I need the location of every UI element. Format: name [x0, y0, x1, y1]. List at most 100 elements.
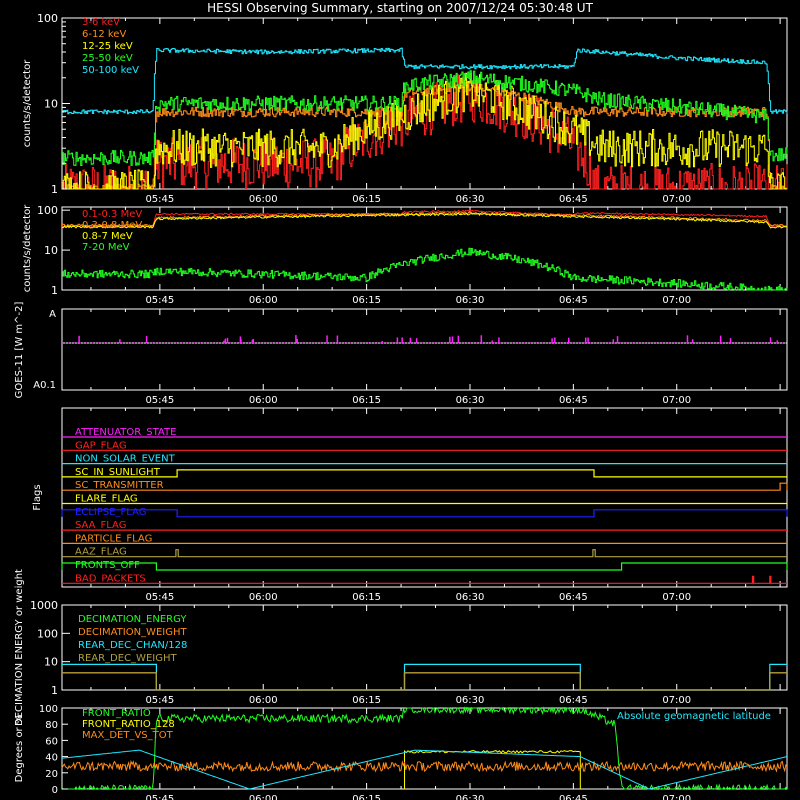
legend-front-ratio-128: FRONT_RATIO_128: [82, 719, 175, 730]
legend-max-det-vs-tot: MAX_DET_VS_TOT: [82, 730, 174, 741]
lightcurve-y-tick-label: 10: [44, 98, 58, 111]
goes-panel-x-tick-label: 06:30: [456, 395, 485, 406]
high-energy-y-tick-label: 100: [37, 204, 58, 217]
goes-y-axis-label: GOES-11 [W m^-2]: [14, 302, 25, 399]
legend-0-8-7-mev: 0.8-7 MeV: [82, 231, 133, 242]
ratio-y-axis-label: Degrees or %: [14, 715, 25, 783]
decimation-y-tick-label: 100: [37, 627, 58, 640]
decimation-y-tick-label: 10: [44, 656, 58, 669]
flag-label-non-solar-event: NON_SOLAR_EVENT: [75, 454, 176, 465]
ratio-y-tick-label: 80: [45, 720, 58, 731]
series-0-8-7-mev-line: [61, 212, 787, 229]
flags-panel-x-tick-label: 06:45: [559, 592, 588, 603]
legend-decimation-energy: DECIMATION_ENERGY: [78, 614, 187, 625]
flag-label-fronts-off: FRONTS_OFF: [75, 560, 140, 571]
legend-3-6-kev: 3-6 keV: [82, 17, 120, 28]
decimation-panel-x-tick-label: 06:30: [456, 695, 485, 706]
ratio-y-tick-label: 40: [45, 753, 58, 764]
ratio-panel-x-tick-label: 05:45: [145, 794, 174, 800]
high-energy-y-tick-label: 10: [44, 244, 58, 257]
flags-panel-x-tick-label: 06:00: [249, 592, 278, 603]
flag-label-sc-in-sunlight: SC_IN_SUNLIGHT: [75, 467, 161, 478]
flag-trace-aaz-flag: [62, 549, 787, 558]
ratio-panel-x-tick-label: 06:15: [352, 794, 381, 800]
ratio-y-tick-label: 60: [45, 736, 58, 747]
flag-label-eclipse-flag: ECLIPSE_FLAG: [75, 507, 146, 518]
flag-trace-fronts-off: [61, 562, 788, 571]
series-absolute-geomagnetic-latitude-line: [61, 749, 788, 790]
legend-decimation-weight: DECIMATION_WEIGHT: [78, 627, 187, 638]
flag-label-attenuator-state: ATTENUATOR_STATE: [75, 427, 176, 438]
goes-panel-frame: [61, 308, 788, 391]
series-max-det-vs-tot-line: [61, 759, 788, 773]
legend-front-ratio: FRONT_RATIO: [82, 708, 151, 719]
flag-trace-sc-transmitter: [62, 482, 788, 491]
legend-rear-dec-chan-128: REAR_DEC_CHAN/128: [78, 640, 187, 651]
ratio-panel-frame: [61, 707, 788, 790]
flag-trace-sc-in-sunlight: [62, 469, 787, 478]
flag-trace-eclipse-flag: [61, 509, 788, 518]
legend-25-50-kev: 25-50 keV: [82, 53, 133, 64]
goes-panel-x-tick-label: 05:45: [145, 395, 174, 406]
ratio-panel-x-tick-label: 06:00: [249, 794, 278, 800]
flags-panel-x-tick-label: 06:30: [456, 592, 485, 603]
figure-title: HESSI Observing Summary, starting on 200…: [207, 1, 593, 15]
flags-y-axis-label: Flags: [32, 484, 43, 510]
decimation-y-axis-label: DECIMATION ENERGY or weight: [14, 569, 25, 726]
lightcurve-panel-x-tick-label: 06:45: [559, 194, 588, 205]
legend-7-20-mev: 7-20 MeV: [82, 242, 130, 253]
flag-trace-bad-packets: [62, 575, 787, 584]
flag-label-gap-flag: GAP_FLAG: [75, 440, 127, 451]
legend-rear-dec-weight: REAR_DEC_WEIGHT: [78, 653, 177, 664]
flag-label-saa-flag: SAA_FLAG: [75, 520, 126, 531]
legend-geomagnetic-latitude: Absolute geomagnetic latitude: [617, 711, 771, 722]
high-energy-panel-x-tick-label: 06:30: [456, 295, 485, 306]
lightcurve-panel-x-tick-label: 06:30: [456, 194, 485, 205]
lightcurve-panel-x-tick-label: 05:45: [145, 194, 174, 205]
lightcurve-y-axis-label: counts/s/detector: [22, 59, 33, 147]
legend-6-12-kev: 6-12 keV: [82, 29, 126, 40]
decimation-panel-x-tick-label: 06:15: [352, 695, 381, 706]
series-front-ratio-128-line: [403, 749, 581, 789]
high-energy-panel-x-tick-label: 07:00: [662, 295, 691, 306]
ratio-panel-x-tick-label: 06:30: [456, 794, 485, 800]
decimation-panel-x-tick-label: 05:45: [145, 695, 174, 706]
series-50-100-kev-line: [62, 47, 788, 115]
legend-0-3-0-8-mev: 0.3-0.8 MeV: [82, 220, 142, 231]
flags-panel-x-tick-label: 06:15: [352, 592, 381, 603]
high-energy-panel-x-tick-label: 06:15: [352, 295, 381, 306]
decimation-panel-x-tick-label: 06:45: [559, 695, 588, 706]
lightcurve-y-tick-label: 100: [37, 12, 58, 25]
series-25-50-kev-line: [62, 70, 788, 166]
series-rear-dec-chan-128-line: [62, 663, 787, 691]
decimation-y-tick-label: 1: [51, 684, 58, 697]
series-decimation-weight-line: [62, 672, 787, 691]
lightcurve-panel-x-tick-label: 07:00: [662, 194, 691, 205]
ratio-y-tick-label: 20: [45, 769, 58, 780]
series-7-20-mev-line: [62, 247, 788, 291]
decimation-panel-x-tick-label: 06:00: [249, 695, 278, 706]
high-energy-panel-x-tick-label: 06:45: [559, 295, 588, 306]
flag-label-aaz-flag: AAZ_FLAG: [75, 547, 127, 558]
lightcurve-panel-x-tick-label: 06:15: [352, 194, 381, 205]
flag-label-particle-flag: PARTICLE_FLAG: [75, 533, 152, 544]
series-6-12-kev-line: [62, 81, 787, 190]
goes-panel-x-tick-label: 06:45: [559, 395, 588, 406]
lightcurve-panel-x-tick-label: 06:00: [249, 194, 278, 205]
high-energy-panel-frame: [61, 206, 788, 291]
flag-label-flare-flag: FLARE_FLAG: [75, 494, 138, 505]
flags-panel-x-tick-label: 05:45: [145, 592, 174, 603]
series-rear-dec-weight-line: [62, 672, 787, 691]
high-energy-y-axis-label: counts/s/detector: [22, 204, 33, 292]
flag-label-sc-transmitter: SC_TRANSMITTER: [75, 480, 164, 491]
goes-y-tick-label: A0.1: [33, 380, 56, 391]
series-12-25-kev-line: [62, 72, 788, 190]
legend-0-1-0-3-mev: 0.1-0.3 MeV: [82, 209, 142, 220]
flags-panel-x-tick-label: 07:00: [662, 592, 691, 603]
flags-panel-frame: [61, 407, 788, 588]
high-energy-panel-x-tick-label: 06:00: [249, 295, 278, 306]
decimation-panel-frame: [61, 604, 788, 691]
goes-y-tick-label: A: [49, 309, 56, 320]
series-0-1-0-3-mev-line: [61, 209, 788, 228]
